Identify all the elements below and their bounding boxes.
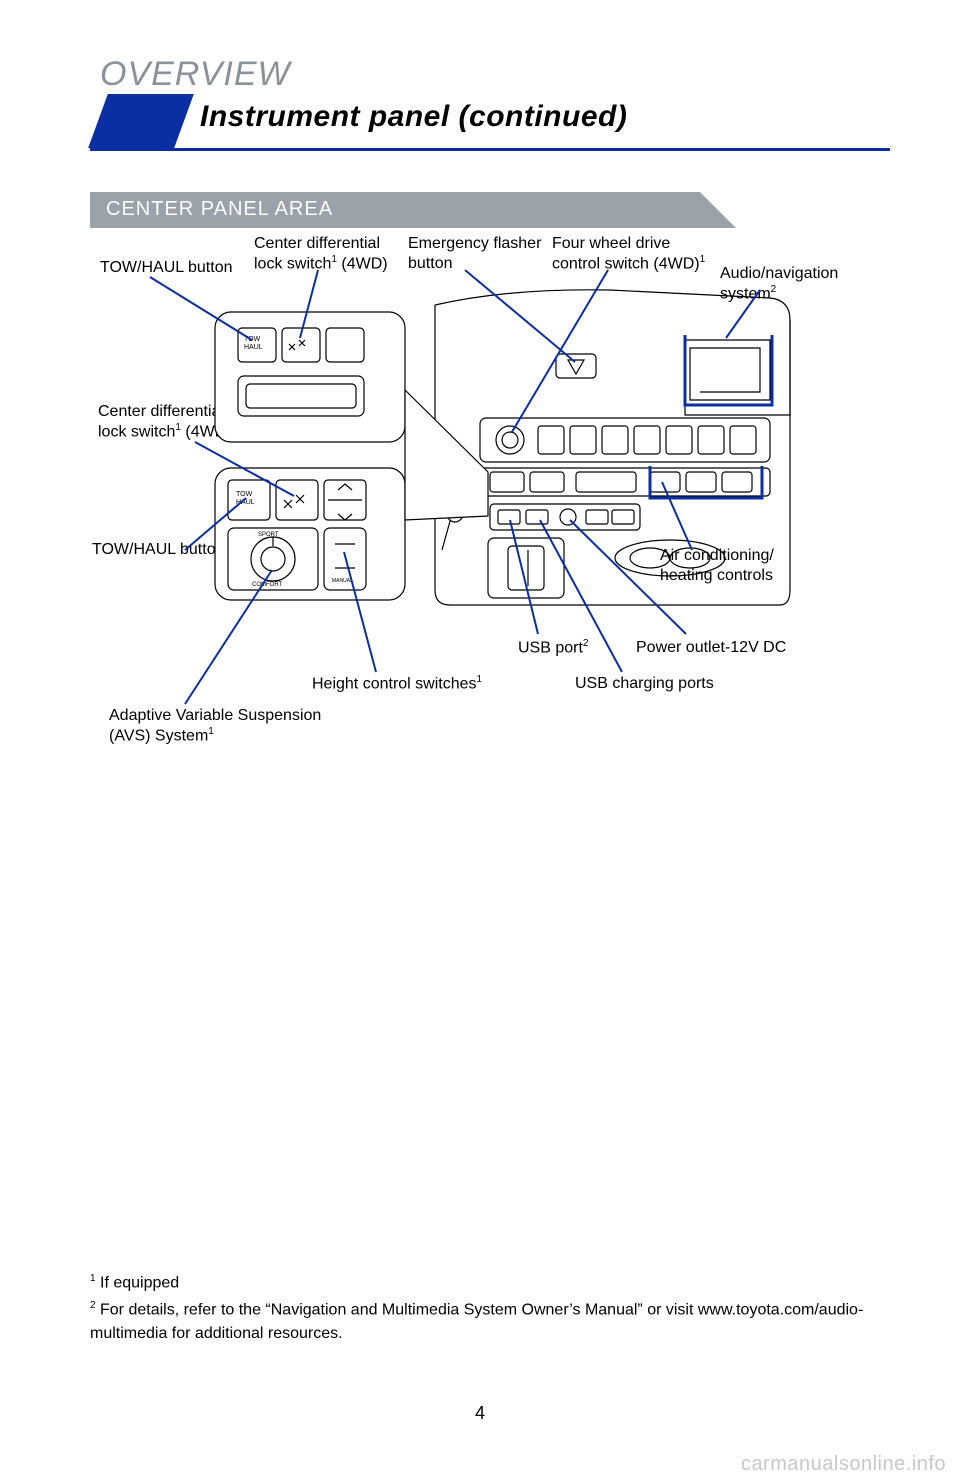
footnotes: 1 If equipped 2 For details, refer to th… <box>90 1271 890 1348</box>
text: For details, refer to the “Navigation an… <box>90 1301 863 1342</box>
page-title: Instrument panel (continued) <box>200 100 627 134</box>
footnote-2: 2 For details, refer to the “Navigation … <box>90 1298 890 1346</box>
btn-text: HAUL <box>244 344 263 351</box>
section-title: CENTER PANEL AREA <box>106 198 333 221</box>
footnote-1: 1 If equipped <box>90 1271 890 1295</box>
page: OVERVIEW Instrument panel (continued) CE… <box>0 0 960 1484</box>
svg-text:MANUAL: MANUAL <box>332 578 353 584</box>
overview-heading: OVERVIEW <box>100 55 890 94</box>
svg-text:TOW: TOW <box>236 491 253 498</box>
title-underline <box>90 148 890 151</box>
page-number: 4 <box>0 1403 960 1424</box>
svg-text:COMFORT: COMFORT <box>252 582 283 588</box>
title-accent-shape <box>88 94 194 148</box>
svg-text:SPORT: SPORT <box>258 532 279 538</box>
text: If equipped <box>96 1275 180 1292</box>
diagram: TOW HAUL TOW HAUL SPORT COMFORT <box>90 220 880 780</box>
title-row: Instrument panel (continued) <box>90 100 890 158</box>
watermark: carmanualsonline.info <box>741 1453 946 1476</box>
diagram-svg: TOW HAUL TOW HAUL SPORT COMFORT <box>90 220 880 780</box>
